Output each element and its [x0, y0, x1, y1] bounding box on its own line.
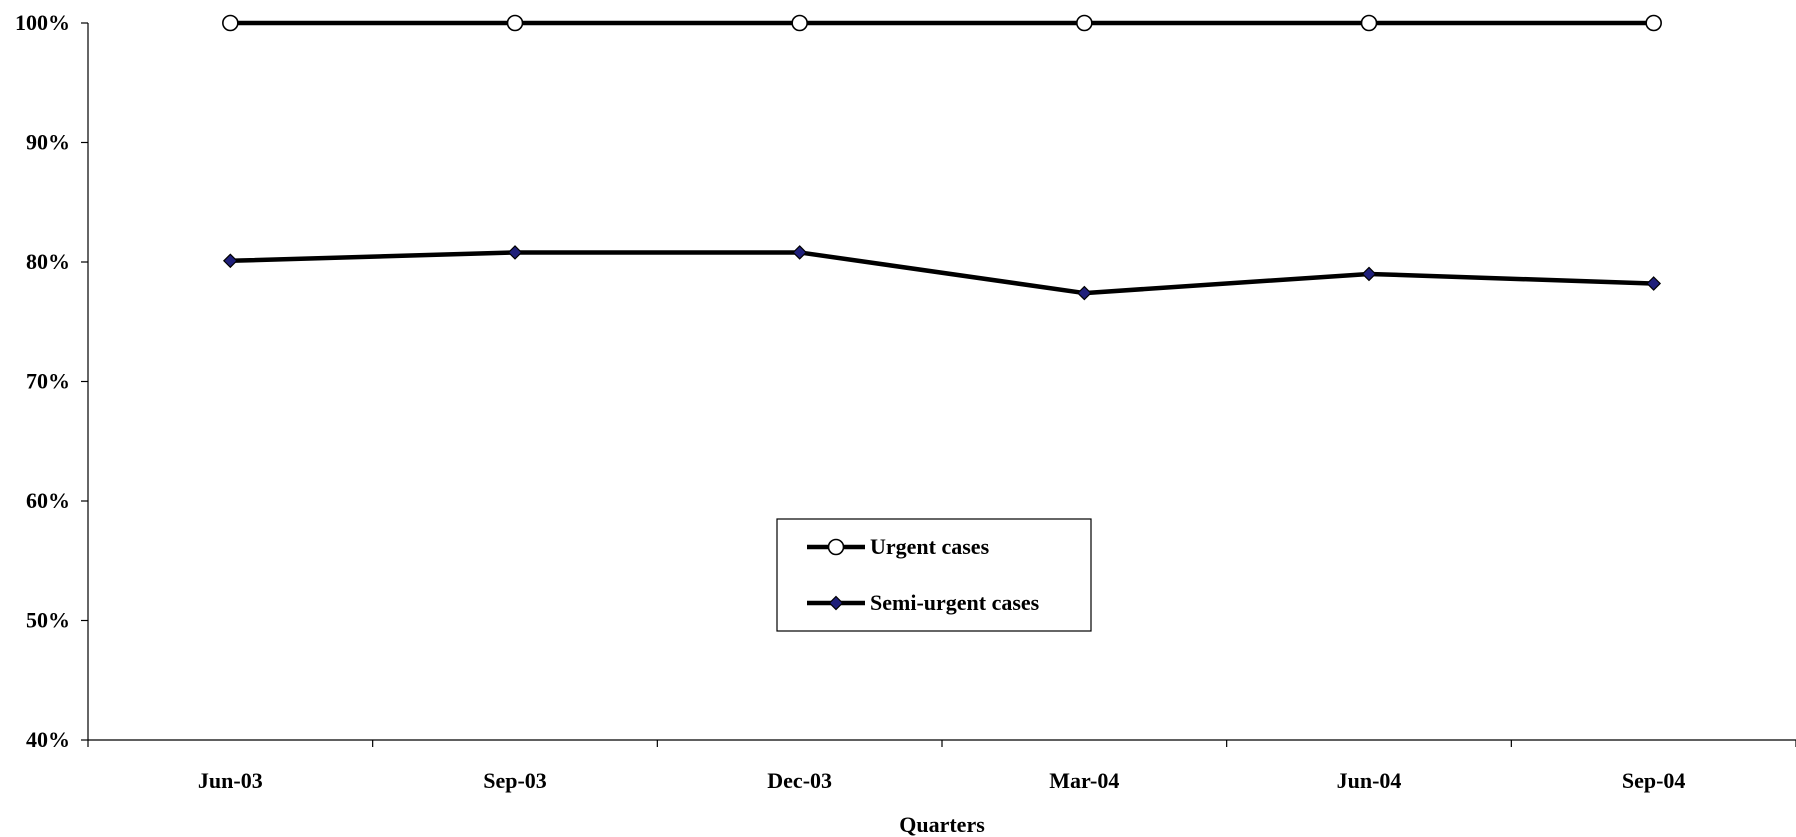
legend-item: Semi-urgent cases: [807, 590, 1040, 615]
legend-item: Urgent cases: [807, 534, 990, 559]
data-point: [506, 14, 524, 32]
x-tick-label: Mar-04: [1049, 768, 1119, 793]
data-point: [1361, 266, 1377, 282]
x-tick-label: Sep-04: [1622, 768, 1686, 793]
x-tick-label: Dec-03: [767, 768, 832, 793]
legend-box: [776, 518, 1092, 632]
legend-label: Urgent cases: [870, 534, 990, 559]
series-urgent-cases: [222, 14, 1662, 32]
y-tick-label: 60%: [26, 488, 70, 513]
x-tick-label: Jun-04: [1337, 768, 1402, 793]
y-tick-label: 40%: [26, 727, 70, 752]
legend: Urgent cases Semi-urgent cases: [776, 518, 1092, 632]
data-point: [791, 14, 808, 32]
series-layer: [222, 14, 1662, 301]
data-point: [222, 253, 238, 269]
y-tick-label: 100%: [15, 10, 70, 35]
series-semi-urgent-cases: [222, 245, 1662, 301]
data-point: [507, 245, 523, 260]
y-tick-label: 90%: [26, 130, 70, 155]
data-point: [828, 595, 844, 611]
y-tick-label: 80%: [26, 249, 70, 274]
data-point: [222, 14, 239, 32]
data-point: [1360, 14, 1378, 32]
series-line: [230, 250, 1654, 296]
data-point: [1646, 276, 1662, 291]
y-tick-label: 50%: [26, 608, 70, 633]
data-point: [1645, 14, 1662, 32]
data-point: [827, 538, 845, 556]
y-tick-label: 70%: [26, 369, 70, 394]
x-tick-label: Jun-03: [198, 768, 263, 793]
data-point: [1076, 285, 1092, 301]
x-axis-title: Quarters: [899, 812, 985, 837]
x-tick-label: Sep-03: [483, 768, 547, 793]
x-axis-ticks: Jun-03 Sep-03 Dec-03 Mar-04 Jun-04 Sep-04: [87, 740, 1796, 793]
data-point: [792, 245, 808, 260]
data-point: [1076, 14, 1093, 32]
legend-label: Semi-urgent cases: [870, 590, 1040, 615]
axes: [87, 23, 1796, 741]
y-axis-ticks: 40% 50% 60% 70% 80% 90% 100%: [15, 10, 88, 752]
